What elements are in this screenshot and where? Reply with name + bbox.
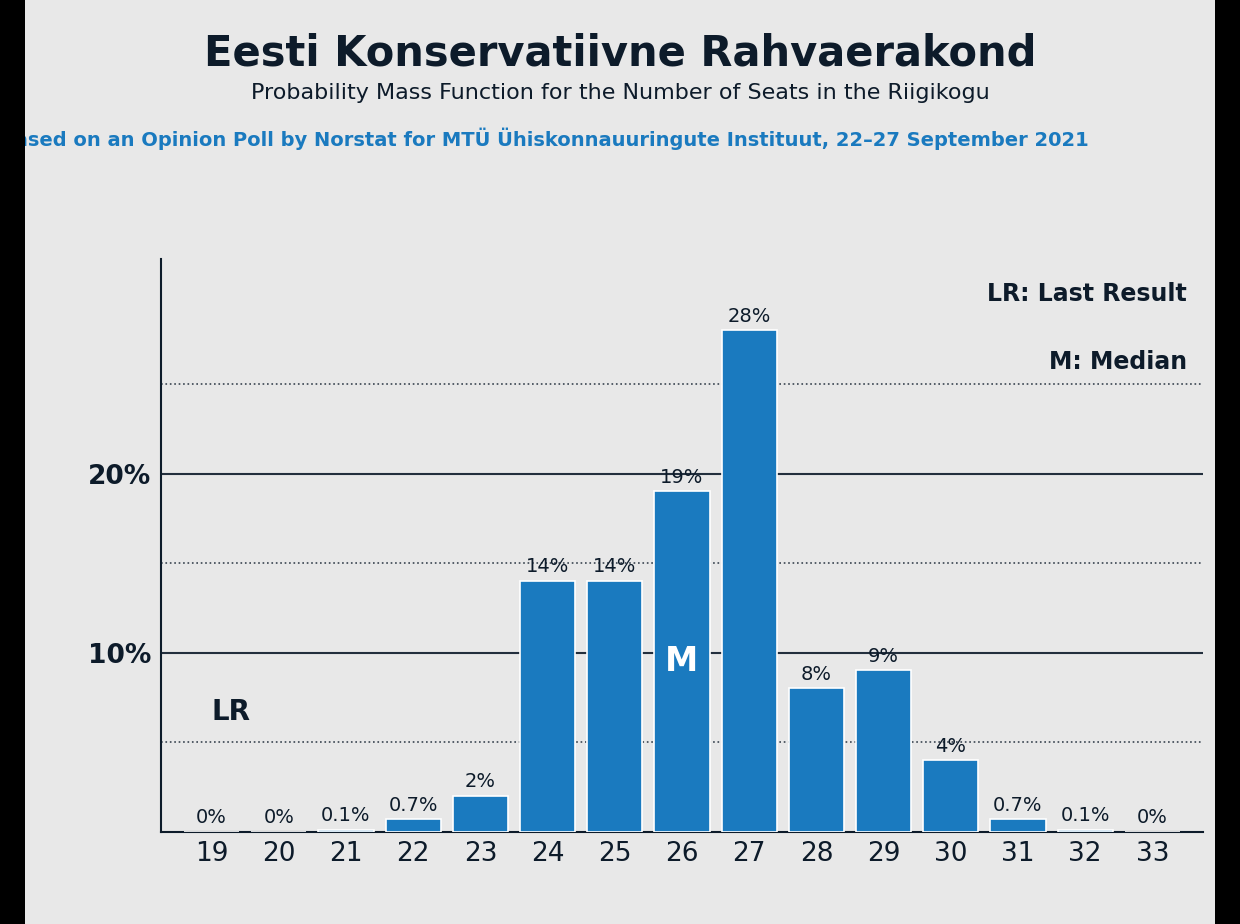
- Text: 0.7%: 0.7%: [993, 796, 1043, 815]
- Text: 14%: 14%: [526, 557, 569, 577]
- Bar: [520, 581, 575, 832]
- Text: 14%: 14%: [593, 557, 636, 577]
- Text: Based on an Opinion Poll by Norstat for MTÜ Ühiskonnauuringute Instituut, 22–27 : Based on an Opinion Poll by Norstat for …: [0, 128, 1089, 150]
- Bar: [655, 492, 709, 832]
- Bar: [722, 331, 776, 832]
- Text: 0.1%: 0.1%: [1060, 807, 1110, 825]
- Bar: [386, 819, 440, 832]
- Bar: [924, 760, 978, 832]
- Text: M: Median: M: Median: [1049, 350, 1187, 374]
- Text: 28%: 28%: [728, 307, 771, 326]
- Bar: [319, 830, 373, 832]
- Text: 9%: 9%: [868, 647, 899, 666]
- Bar: [453, 796, 508, 832]
- Text: 4%: 4%: [935, 736, 966, 756]
- Text: Probability Mass Function for the Number of Seats in the Riigikogu: Probability Mass Function for the Number…: [250, 83, 990, 103]
- Text: LR: Last Result: LR: Last Result: [987, 282, 1187, 306]
- Text: 8%: 8%: [801, 665, 832, 684]
- Text: LR: LR: [212, 698, 250, 725]
- Bar: [1058, 830, 1112, 832]
- Text: 0%: 0%: [196, 808, 227, 827]
- Bar: [856, 671, 911, 832]
- Text: M: M: [666, 645, 698, 678]
- Bar: [789, 688, 844, 832]
- Text: 0%: 0%: [1137, 808, 1168, 827]
- Text: Eesti Konservatiivne Rahvaerakond: Eesti Konservatiivne Rahvaerakond: [203, 32, 1037, 74]
- Text: 19%: 19%: [661, 468, 703, 487]
- Bar: [588, 581, 642, 832]
- Text: 0%: 0%: [263, 808, 294, 827]
- Text: 2%: 2%: [465, 772, 496, 791]
- Bar: [991, 819, 1045, 832]
- Text: 0.1%: 0.1%: [321, 807, 371, 825]
- Text: © 2021 Filip van Laenen: © 2021 Filip van Laenen: [1220, 347, 1230, 484]
- Text: 0.7%: 0.7%: [388, 796, 438, 815]
